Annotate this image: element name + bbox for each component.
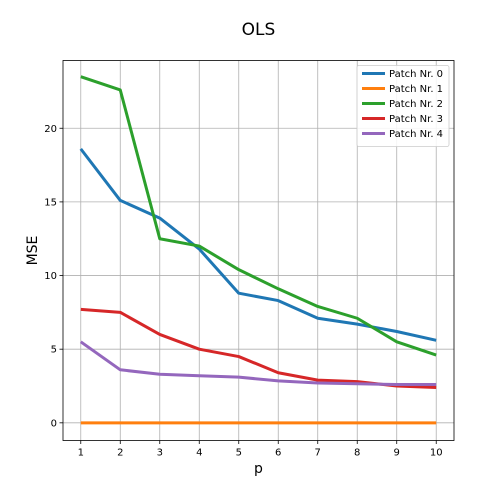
series-line-0	[79, 147, 437, 342]
series-line-4	[79, 340, 437, 387]
y-tick-label: 20	[44, 124, 57, 135]
x-tick-label: 9	[394, 448, 400, 459]
series-line-3	[80, 307, 437, 389]
series-line-2	[80, 75, 437, 357]
y-tick-label: 15	[44, 197, 57, 208]
x-tick-label: 7	[315, 448, 321, 459]
legend: Patch Nr. 0 Patch Nr. 1 Patch Nr. 2 Patch N…	[356, 65, 450, 147]
x-tick-label: 10	[430, 448, 443, 459]
y-tick-label: 5	[51, 345, 57, 356]
series-lines	[79, 75, 437, 425]
x-axis-ticks: 1 2 3 4 5 6 7 8 9 10	[78, 440, 443, 459]
y-tick-label: 0	[51, 418, 57, 429]
y-axis-label: MSE	[25, 236, 41, 266]
plot-frame	[62, 60, 455, 441]
x-tick-label: 8	[354, 448, 360, 459]
x-tick-label: 5	[236, 448, 242, 459]
legend-entry-4: Patch Nr. 4	[389, 129, 443, 140]
legend-entry-3: Patch Nr. 3	[389, 114, 443, 125]
x-axis-label: p	[254, 461, 263, 477]
x-tick-label: 4	[196, 448, 202, 459]
x-tick-label: 1	[78, 448, 84, 459]
x-tick-label: 6	[275, 448, 281, 459]
y-axis-ticks: 0 5 10 15 20	[44, 124, 63, 429]
y-tick-label: 10	[44, 271, 57, 282]
x-tick-label: 3	[157, 448, 163, 459]
legend-entry-2: Patch Nr. 2	[389, 99, 443, 110]
legend-entry-1: Patch Nr. 1	[389, 84, 443, 95]
legend-box	[356, 65, 450, 147]
legend-entry-0: Patch Nr. 0	[389, 69, 443, 80]
chart-title: OLS	[242, 20, 276, 40]
x-tick-label: 2	[117, 448, 123, 459]
